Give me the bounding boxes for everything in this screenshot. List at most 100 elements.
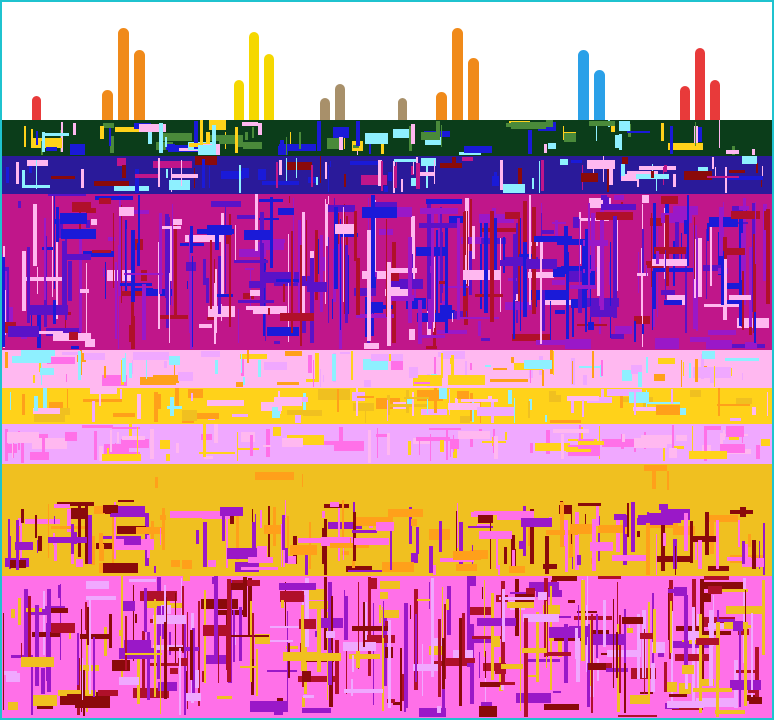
glitch-block bbox=[654, 247, 686, 254]
glitch-block bbox=[389, 354, 391, 361]
glitch-block bbox=[10, 392, 11, 410]
glitch-block bbox=[78, 505, 81, 557]
glitch-block bbox=[51, 176, 75, 179]
glitch-block bbox=[86, 220, 90, 228]
glitch-block bbox=[755, 202, 756, 264]
glitch-block bbox=[207, 225, 232, 235]
glitch-block bbox=[484, 223, 488, 313]
glitch-block bbox=[250, 435, 253, 456]
glitch-block bbox=[187, 281, 188, 289]
glitch-block bbox=[436, 121, 440, 136]
glitch-block bbox=[103, 536, 130, 539]
glitch-block bbox=[332, 354, 336, 381]
glitch-block bbox=[699, 614, 702, 713]
glitch-block bbox=[720, 433, 723, 449]
glitch-block bbox=[694, 217, 695, 279]
glitch-block bbox=[258, 169, 266, 180]
glitch-block bbox=[532, 178, 534, 189]
glitch-block bbox=[214, 259, 215, 283]
glitch-block bbox=[54, 516, 55, 524]
glitch-block bbox=[243, 377, 245, 385]
glitch-block bbox=[588, 322, 594, 330]
glitch-block bbox=[414, 285, 416, 307]
glitch-block bbox=[28, 596, 31, 661]
glitch-block bbox=[736, 398, 752, 404]
glitch-block bbox=[281, 524, 282, 567]
glitch-block bbox=[355, 517, 393, 526]
glitch-block bbox=[346, 644, 347, 694]
glitch-block bbox=[571, 396, 574, 413]
glitch-block bbox=[441, 125, 442, 147]
glitch-block bbox=[464, 146, 492, 153]
glitch-block bbox=[266, 429, 270, 457]
glitch-block bbox=[466, 200, 467, 284]
glitch-block bbox=[119, 677, 139, 685]
glitch-block bbox=[565, 339, 591, 349]
glitch-block bbox=[29, 162, 32, 173]
glitch-block bbox=[42, 132, 45, 152]
glitch-block bbox=[668, 143, 703, 150]
glitch-block bbox=[5, 435, 7, 460]
glitch-block bbox=[268, 308, 270, 315]
glitch-block bbox=[173, 219, 182, 225]
glitch-block bbox=[411, 178, 418, 186]
glitch-block bbox=[555, 220, 558, 237]
glitch-block bbox=[94, 181, 129, 186]
glitch-block bbox=[209, 166, 210, 188]
glitch-block bbox=[300, 643, 301, 656]
glitch-block bbox=[325, 162, 327, 179]
glitch-block bbox=[137, 642, 140, 704]
glitch-block bbox=[290, 545, 317, 555]
glitch-block bbox=[673, 206, 698, 215]
glitch-block bbox=[695, 540, 697, 560]
glitch-block bbox=[140, 591, 177, 601]
glitch-block bbox=[450, 439, 459, 449]
glitch-block bbox=[670, 126, 673, 154]
glitch-block bbox=[684, 171, 712, 180]
glitch-block bbox=[485, 651, 486, 678]
glitch-block bbox=[581, 580, 585, 661]
glitch-block bbox=[182, 421, 194, 423]
glitch-block bbox=[457, 391, 469, 399]
glitch-block bbox=[639, 636, 641, 657]
glitch-block bbox=[51, 608, 68, 613]
glitch-block bbox=[763, 523, 765, 575]
glitch-block bbox=[716, 589, 748, 592]
glitch-block bbox=[267, 670, 297, 672]
glitch-block bbox=[409, 507, 412, 544]
glitch-block bbox=[196, 530, 199, 544]
flame-group bbox=[234, 32, 274, 126]
glitch-block bbox=[731, 368, 732, 376]
glitch-block bbox=[612, 555, 647, 561]
glitch-block bbox=[698, 540, 702, 569]
glitch-block bbox=[322, 257, 326, 271]
glitch-block bbox=[659, 504, 668, 510]
glitch-block bbox=[749, 247, 752, 327]
glitch-block bbox=[59, 219, 63, 238]
glitch-block bbox=[676, 626, 704, 631]
glitch-block bbox=[391, 361, 403, 370]
flame-group bbox=[32, 96, 41, 126]
glitch-block bbox=[166, 217, 170, 328]
glitch-block bbox=[342, 551, 349, 555]
glitch-block bbox=[411, 553, 418, 563]
glitch-block bbox=[274, 341, 280, 344]
glitch-block bbox=[560, 159, 568, 165]
glitch-block bbox=[526, 588, 535, 597]
glitch-block bbox=[704, 582, 743, 589]
glitch-block bbox=[566, 447, 591, 452]
glitch-block bbox=[279, 583, 316, 590]
glitch-block bbox=[260, 510, 262, 528]
glitch-block bbox=[419, 708, 446, 717]
glitch-block bbox=[151, 521, 154, 548]
glitch-block bbox=[71, 524, 74, 563]
glitch-block bbox=[467, 576, 476, 586]
glitch-block bbox=[170, 229, 172, 281]
glitch-block bbox=[546, 120, 553, 127]
glitch-block bbox=[320, 156, 321, 183]
glitch-block bbox=[516, 223, 518, 323]
glitch-block bbox=[756, 163, 758, 173]
glitch-block bbox=[388, 509, 423, 517]
glitch-block bbox=[523, 242, 527, 317]
glitch-block bbox=[285, 351, 302, 356]
